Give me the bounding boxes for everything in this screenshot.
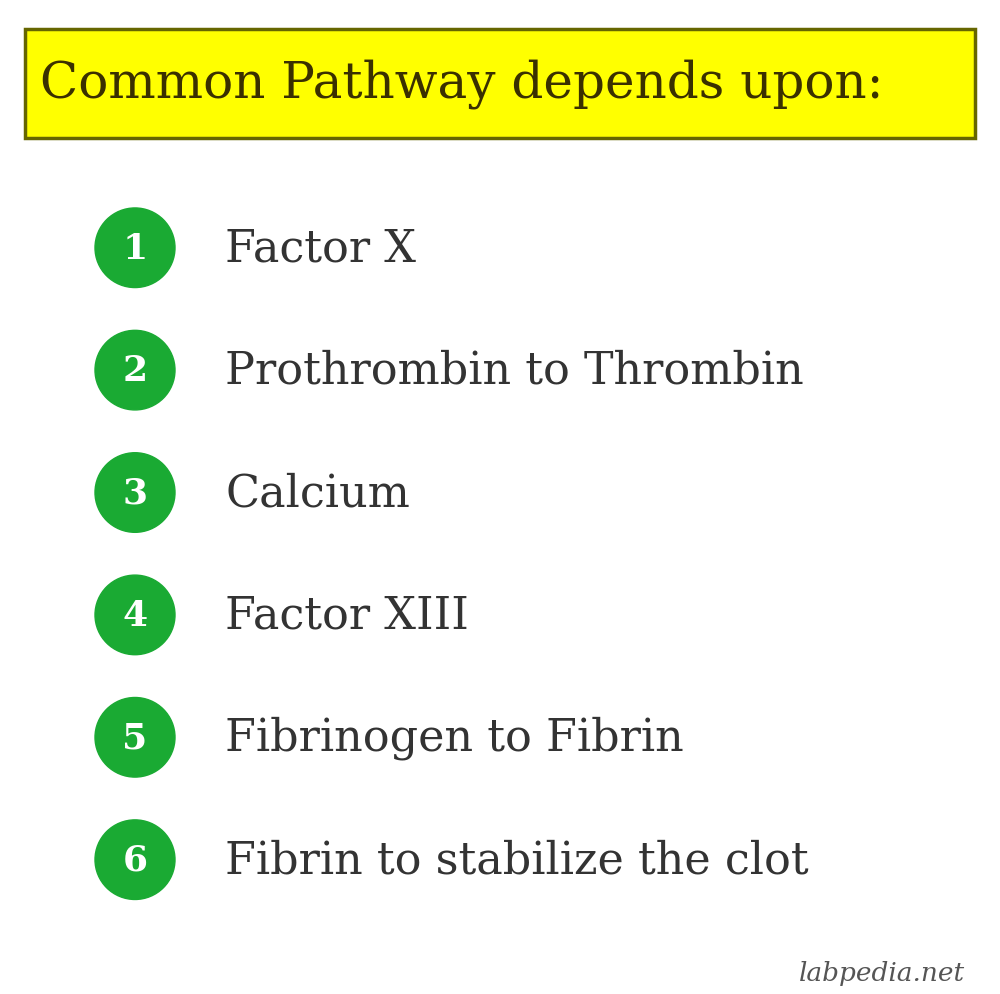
Text: 1: 1 — [122, 232, 148, 265]
Text: labpedia.net: labpedia.net — [799, 959, 965, 985]
Text: 6: 6 — [122, 843, 148, 877]
Text: Calcium: Calcium — [225, 471, 410, 515]
Text: Prothrombin to Thrombin: Prothrombin to Thrombin — [225, 349, 804, 393]
Text: Fibrin to stabilize the clot: Fibrin to stabilize the clot — [225, 838, 809, 882]
Text: Fibrinogen to Fibrin: Fibrinogen to Fibrin — [225, 716, 684, 759]
Circle shape — [95, 453, 175, 533]
Circle shape — [95, 820, 175, 900]
FancyBboxPatch shape — [25, 30, 975, 139]
Text: 4: 4 — [122, 598, 148, 632]
Text: Common Pathway depends upon:: Common Pathway depends upon: — [40, 59, 884, 109]
Text: 3: 3 — [122, 476, 148, 510]
Text: Factor X: Factor X — [225, 227, 416, 270]
Circle shape — [95, 576, 175, 655]
Circle shape — [95, 209, 175, 288]
Text: 2: 2 — [122, 354, 148, 388]
Text: 5: 5 — [122, 721, 148, 754]
Text: Factor XIII: Factor XIII — [225, 593, 469, 637]
Circle shape — [95, 698, 175, 777]
Circle shape — [95, 331, 175, 411]
